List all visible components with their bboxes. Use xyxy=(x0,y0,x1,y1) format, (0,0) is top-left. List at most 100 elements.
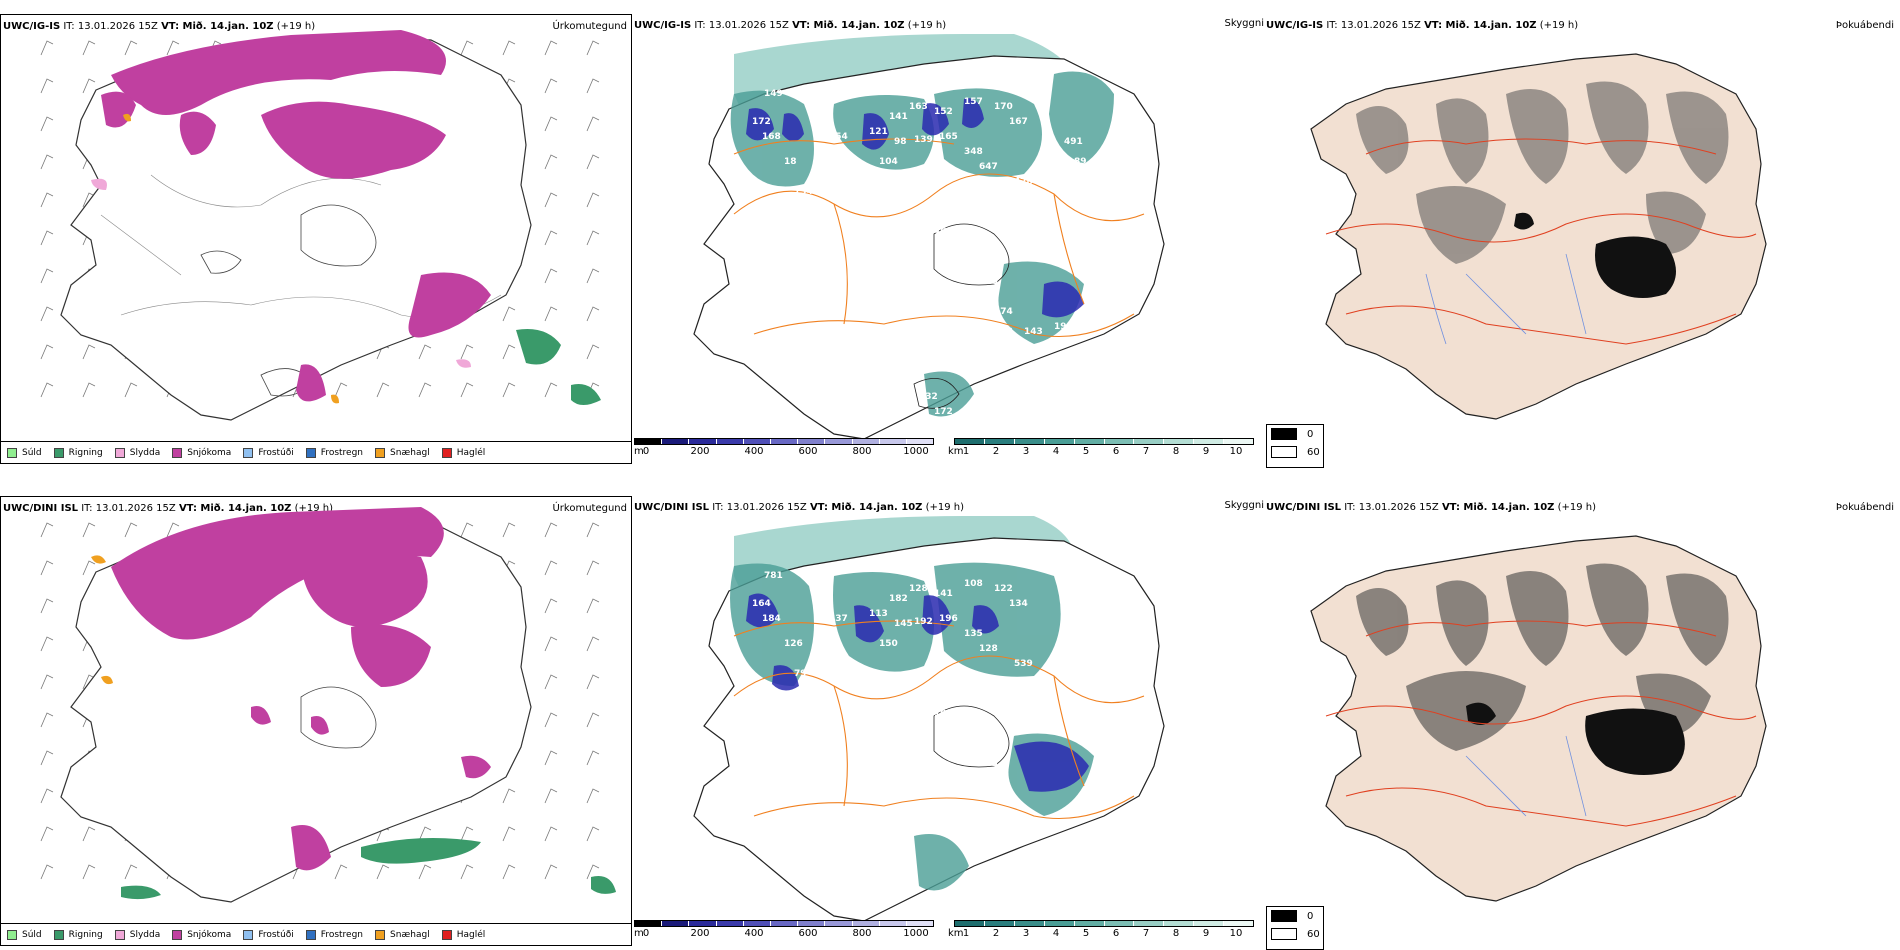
precip-value-label: 108 xyxy=(964,579,983,589)
roads-orange xyxy=(733,620,1145,820)
colorbar-cell xyxy=(1104,921,1135,926)
legend-item: Súld xyxy=(7,447,42,458)
panel-title-precip-type: Úrkomutegund xyxy=(552,503,627,514)
colorbar-cell xyxy=(1044,439,1075,444)
wind-barb xyxy=(124,522,138,538)
panel-title-model: UWC/DINI ISL IT: 13.01.2026 15Z VT: Mið.… xyxy=(634,502,965,513)
wind-barb xyxy=(586,116,600,132)
wind-barb xyxy=(40,674,54,690)
wind-barb xyxy=(586,522,600,538)
wind-barb xyxy=(418,344,432,360)
wind-barb xyxy=(418,382,432,398)
fog-shading xyxy=(1356,81,1729,264)
wind-barb xyxy=(544,40,558,56)
colorbar-tick-label: 800 xyxy=(852,446,872,457)
height-colorbar-unit: m xyxy=(634,446,644,457)
wind-barb xyxy=(82,78,96,94)
colorbar-cell xyxy=(798,439,826,444)
colorbar-tick-label: 2 xyxy=(992,928,1000,939)
colorbar-tick-label: 9 xyxy=(1202,446,1210,457)
precip-value-label: 143 xyxy=(1024,327,1043,337)
precip-value-label: 170 xyxy=(994,102,1013,112)
wind-barb xyxy=(40,750,54,766)
colorbar-tick-label: 4 xyxy=(1052,446,1060,457)
precip-value-label: 154 xyxy=(794,187,813,197)
wind-barb xyxy=(586,560,600,576)
height-colorbar-unit: m xyxy=(634,928,644,939)
visibility-panel-2: UWC/DINI ISL IT: 13.01.2026 15Z VT: Mið.… xyxy=(634,496,1264,946)
legend-item: Haglél xyxy=(441,929,485,940)
precip-value-label: 89 xyxy=(1074,157,1087,167)
glacier-outline xyxy=(933,705,1010,768)
height-colorbar-ticks: 0 200 400 600 800 1000 xyxy=(634,445,934,457)
wind-barb xyxy=(460,864,474,880)
fog-dense xyxy=(1466,702,1685,775)
fog-legend-swatch xyxy=(1271,428,1297,440)
fog-map xyxy=(1310,535,1767,902)
precip-value-label: 192 xyxy=(914,617,933,627)
wind-barb xyxy=(376,382,390,398)
wind-barb xyxy=(40,382,54,398)
colorbar-cell xyxy=(635,921,663,926)
precip-value-label: 232 xyxy=(919,392,938,402)
wind-barb xyxy=(376,864,390,880)
wind-barb xyxy=(586,230,600,246)
precip-value-label: 172 xyxy=(934,407,953,417)
precip-value-label: 460 xyxy=(934,769,953,779)
legend-item: Haglél xyxy=(441,447,485,458)
row-1: UWC/IG-IS IT: 13.01.2026 15Z VT: Mið. 14… xyxy=(0,0,1900,468)
visibility-panel-1: UWC/IG-IS IT: 13.01.2026 15Z VT: Mið. 14… xyxy=(634,14,1264,464)
colorbar-tick-label: 800 xyxy=(852,928,872,939)
colorbar-tick-label: 5 xyxy=(1082,928,1090,939)
legend-swatch xyxy=(7,447,17,458)
precip-value-label: 152 xyxy=(934,107,953,117)
visibility-colorbar-ticks: 1 2 3 4 5 6 7 8 9 10 xyxy=(954,927,1254,939)
colorbar-tick-label: 5 xyxy=(1082,446,1090,457)
legend-swatch xyxy=(305,447,316,458)
visibility-colorbar-cells xyxy=(954,920,1254,927)
wind-barb xyxy=(460,382,474,398)
colorbar-cell xyxy=(879,921,907,926)
wind-barb xyxy=(40,522,54,538)
colorbar-tick-label: 3 xyxy=(1022,446,1030,457)
snow-area xyxy=(101,30,491,402)
colorbar-tick-label: 9 xyxy=(1202,928,1210,939)
row-2: UWC/DINI ISL IT: 13.01.2026 15Z VT: Mið.… xyxy=(0,482,1900,950)
low-cloud-blue xyxy=(746,98,1084,318)
precip-value-label: 154 xyxy=(829,132,848,142)
precip-value-label: 70 xyxy=(1074,177,1087,187)
height-colorbar-cells xyxy=(634,438,934,445)
precip-value-label: 134 xyxy=(1009,599,1028,609)
legend-swatch xyxy=(441,447,452,458)
precip-value-label: 134 xyxy=(1024,347,1043,357)
colorbar-cell xyxy=(716,921,744,926)
wind-barb xyxy=(166,522,180,538)
wind-barb xyxy=(502,864,516,880)
precip-type-legend: Súld Rigning Slydda Snjókoma Frostúði Fr… xyxy=(1,441,631,463)
colorbar-tick-label: 0 xyxy=(642,446,650,457)
colorbar-tick-label: 1000 xyxy=(903,446,929,457)
colorbar-cell xyxy=(984,439,1015,444)
wind-barb xyxy=(82,522,96,538)
legend-item: Súld xyxy=(7,929,42,940)
colorbar-cell xyxy=(1074,921,1105,926)
colorbar-tick-label: 2 xyxy=(992,446,1000,457)
precip-value-label: 163 xyxy=(909,102,928,112)
wind-barb xyxy=(544,826,558,842)
colorbar-tick-label: 0 xyxy=(642,928,650,939)
iceland-land xyxy=(1310,535,1767,902)
visibility-colorbar-cells xyxy=(954,438,1254,445)
colorbar-cell xyxy=(1014,439,1045,444)
fog-legend: 0 60 xyxy=(1266,424,1324,468)
legend-item: Frostregn xyxy=(305,447,363,458)
wind-barb xyxy=(124,382,138,398)
wind-barb xyxy=(460,826,474,842)
colorbar-cell xyxy=(798,921,826,926)
panel-title-model: UWC/DINI ISL IT: 13.01.2026 15Z VT: Mið.… xyxy=(3,503,334,514)
wind-barb xyxy=(40,344,54,360)
colorbar-cell xyxy=(984,921,1015,926)
wind-barb xyxy=(40,636,54,652)
precip-value-label: 163 xyxy=(809,97,828,107)
wind-barb xyxy=(40,78,54,94)
